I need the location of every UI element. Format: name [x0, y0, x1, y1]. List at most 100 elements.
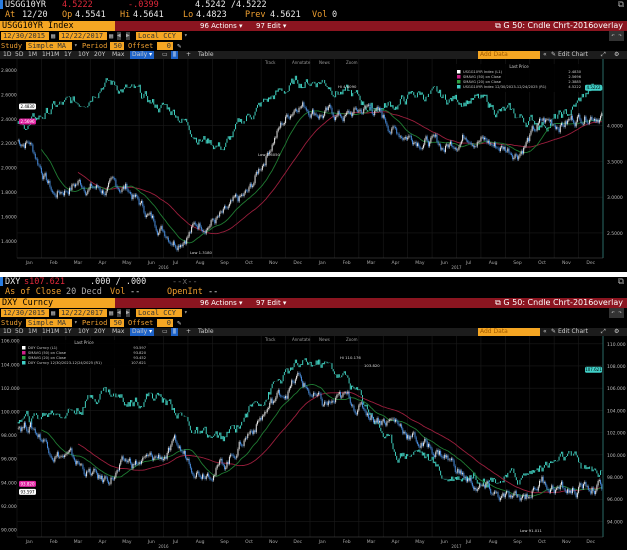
- candle-body: [149, 452, 151, 456]
- undo-button[interactable]: ↶ ↷: [609, 31, 624, 41]
- chart-type-icon[interactable]: ▭: [162, 328, 168, 335]
- candle-body: [77, 181, 79, 185]
- frequency-select[interactable]: Daily ▾: [130, 328, 155, 336]
- add-icon[interactable]: +: [186, 328, 192, 335]
- candle-body: [403, 138, 405, 140]
- chart-tool-annotate[interactable]: Annotate: [292, 337, 311, 342]
- offset-input[interactable]: 0: [157, 42, 173, 50]
- candle-body: [520, 151, 522, 155]
- candle-body: [214, 219, 216, 224]
- chevron-down-icon[interactable]: ▾: [74, 319, 78, 326]
- range-10y-button[interactable]: 10Y: [78, 51, 90, 58]
- popout-icon[interactable]: ⧉: [617, 0, 624, 10]
- edit-menu[interactable]: 97 Edit ▾: [256, 22, 287, 30]
- candle-body: [493, 142, 495, 147]
- period-input[interactable]: 50: [110, 42, 124, 50]
- range-1h1m-button[interactable]: 1H1M: [42, 51, 60, 58]
- range-5d-button[interactable]: 5D: [15, 51, 24, 58]
- range-max-button[interactable]: Max: [112, 328, 125, 335]
- calendar-icon[interactable]: ▦: [51, 32, 56, 40]
- range-1m-button[interactable]: 1M: [28, 328, 37, 335]
- chevron-down-icon[interactable]: ▾: [184, 32, 188, 39]
- collapse-icon[interactable]: «: [543, 51, 547, 58]
- range-5d-button[interactable]: 5D: [15, 328, 24, 335]
- gear-icon[interactable]: ⚙: [614, 51, 620, 58]
- candle-body: [488, 483, 490, 489]
- range-1d-button[interactable]: 1D: [3, 51, 12, 58]
- end-date-input[interactable]: 12/22/2017: [59, 309, 107, 317]
- popout-icon[interactable]: ⧉: [617, 277, 624, 287]
- pencil-icon[interactable]: ✎: [177, 42, 182, 50]
- actions-menu[interactable]: 96 Actions ▾: [200, 299, 243, 307]
- start-date-input[interactable]: 12/30/2015: [1, 32, 49, 40]
- chart-settings-icon[interactable]: ⤢: [601, 51, 606, 58]
- candle-body: [100, 190, 102, 194]
- export-icon[interactable]: ⧉: [495, 298, 504, 307]
- candle-icon[interactable]: ⫼: [171, 51, 178, 59]
- table-button[interactable]: Table: [198, 51, 214, 58]
- offset-input[interactable]: 0: [157, 319, 173, 327]
- next-period-button[interactable]: ▶: [126, 32, 130, 40]
- study-select[interactable]: Simple MA: [26, 42, 72, 50]
- actions-menu[interactable]: 96 Actions ▾: [200, 22, 243, 30]
- candle-body: [443, 454, 445, 459]
- price-chart[interactable]: 4.0000 3.5000 3.0000 2.5000 2.8000 2.6000 2.40…: [0, 59, 627, 270]
- candle-icon[interactable]: ⫼: [171, 328, 178, 336]
- gear-icon[interactable]: ⚙: [614, 328, 620, 335]
- pencil-icon[interactable]: ✎: [177, 319, 182, 327]
- start-date-input[interactable]: 12/30/2015: [1, 309, 49, 317]
- table-button[interactable]: Table: [198, 328, 214, 335]
- study-select[interactable]: Simple MA: [26, 319, 72, 327]
- edit-chart-button[interactable]: ✎ Edit Chart: [551, 51, 588, 58]
- currency-select[interactable]: Local CCY: [136, 32, 182, 40]
- end-date-input[interactable]: 12/22/2017: [59, 32, 107, 40]
- candle-body: [368, 104, 370, 106]
- edit-chart-button[interactable]: ✎ Edit Chart: [551, 328, 588, 335]
- range-20y-button[interactable]: 20Y: [94, 51, 106, 58]
- range-max-button[interactable]: Max: [112, 51, 125, 58]
- currency-select[interactable]: Local CCY: [136, 309, 182, 317]
- candle-body: [297, 372, 299, 377]
- chart-settings-icon[interactable]: ⤢: [601, 328, 606, 335]
- chart-tool-news[interactable]: News: [319, 337, 330, 342]
- chart-tool-annotate[interactable]: Annotate: [292, 60, 311, 65]
- chevron-down-icon[interactable]: ▾: [74, 42, 78, 49]
- candle-body: [506, 151, 508, 152]
- calendar-icon[interactable]: ▦: [109, 309, 114, 317]
- edit-menu[interactable]: 97 Edit ▾: [256, 299, 287, 307]
- candle-body: [331, 400, 333, 404]
- prev-period-button[interactable]: ◀: [117, 309, 121, 317]
- range-20y-button[interactable]: 20Y: [94, 328, 106, 335]
- next-period-button[interactable]: ▶: [126, 309, 130, 317]
- chart-tool-track[interactable]: Track: [264, 337, 276, 342]
- candle-body: [274, 400, 276, 402]
- range-1d-button[interactable]: 1D: [3, 328, 12, 335]
- collapse-icon[interactable]: «: [543, 328, 547, 335]
- add-icon[interactable]: +: [186, 51, 192, 58]
- add-data-input[interactable]: Add Data: [478, 328, 540, 336]
- range-1m-button[interactable]: 1M: [28, 51, 37, 58]
- chevron-down-icon[interactable]: ▾: [184, 309, 188, 316]
- frequency-select[interactable]: Daily ▾: [130, 51, 155, 59]
- prev-period-button[interactable]: ◀: [117, 32, 121, 40]
- undo-button[interactable]: ↶ ↷: [609, 308, 624, 318]
- security-field[interactable]: DXY Curncy: [0, 298, 115, 308]
- candle-body: [404, 431, 406, 434]
- calendar-icon[interactable]: ▦: [51, 309, 56, 317]
- price-chart[interactable]: 110.000 108.000 106.000 104.000 102.000 100.0…: [0, 336, 627, 549]
- add-data-input[interactable]: Add Data: [478, 51, 540, 59]
- chart-tool-track[interactable]: Track: [264, 60, 276, 65]
- candle-body: [324, 401, 326, 406]
- period-input[interactable]: 50: [110, 319, 124, 327]
- chart-tool-news[interactable]: News: [319, 60, 330, 65]
- chart-tool-zoom[interactable]: Zoom: [346, 60, 358, 65]
- range-1y-button[interactable]: 1Y: [64, 51, 72, 58]
- calendar-icon[interactable]: ▦: [109, 32, 114, 40]
- chart-tool-zoom[interactable]: Zoom: [346, 337, 358, 342]
- range-10y-button[interactable]: 10Y: [78, 328, 90, 335]
- export-icon[interactable]: ⧉: [495, 21, 504, 30]
- security-field[interactable]: USGG10YR Index: [0, 21, 115, 31]
- range-1y-button[interactable]: 1Y: [64, 328, 72, 335]
- range-1h1m-button[interactable]: 1H1M: [42, 328, 60, 335]
- chart-type-icon[interactable]: ▭: [162, 51, 168, 58]
